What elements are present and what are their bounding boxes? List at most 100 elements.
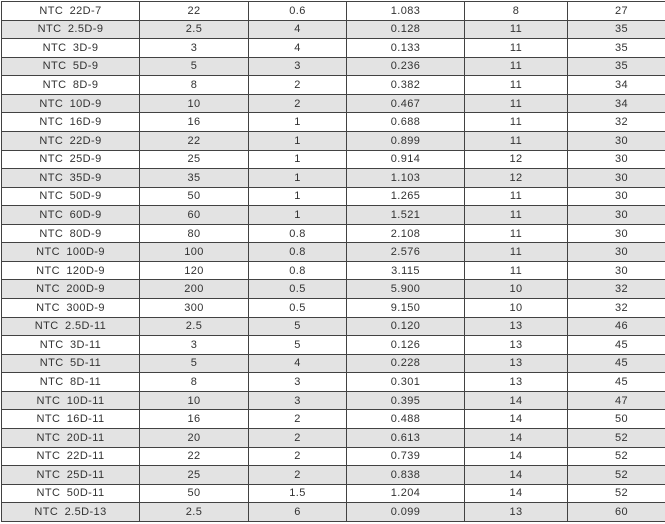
cell-value1: 22 [139,446,249,467]
cell-value1: 100 [139,242,249,262]
cell-value3: 0.613 [346,427,465,448]
cell-model: NTC 300D-9 [1,298,140,318]
cell-value1: 80 [139,223,249,244]
cell-value2: 5 [248,335,347,355]
cell-value5: 50 [567,409,665,429]
cell-value1: 2.5 [139,316,249,337]
cell-value3: 3.115 [346,260,465,281]
cell-value1: 10 [139,93,249,114]
cell-value2: 3 [248,390,347,411]
cell-model: NTC 50D-9 [1,186,140,207]
cell-value3: 0.236 [346,56,465,77]
cell-value5: 35 [567,38,665,58]
cell-value4: 11 [464,56,568,77]
cell-value5: 52 [567,427,665,448]
cell-value1: 16 [139,112,249,132]
cell-value1: 5 [139,56,249,77]
cell-value5: 30 [567,260,665,281]
cell-value4: 14 [464,446,568,467]
cell-model: NTC 22D-11 [1,446,140,467]
cell-model: NTC 10D-11 [1,390,140,411]
table-row: NTC 25D-11 25 2 0.838 14 52 [1,465,665,485]
cell-value1: 5 [139,353,249,374]
cell-value1: 16 [139,409,249,429]
cell-value5: 47 [567,390,665,411]
table-row: NTC 2.5D-11 2.5 5 0.120 13 46 [1,316,665,337]
table-row: NTC 5D-11 5 4 0.228 13 45 [1,353,665,374]
cell-value2: 3 [248,372,347,392]
cell-value4: 11 [464,112,568,132]
cell-model: NTC 35D-9 [1,168,140,188]
cell-value1: 10 [139,390,249,411]
cell-model: NTC 25D-11 [1,465,140,485]
cell-value3: 2.576 [346,242,465,262]
table-row: NTC 10D-9 10 2 0.467 11 34 [1,93,665,114]
table-row: NTC 5D-9 5 3 0.236 11 35 [1,56,665,77]
cell-value4: 14 [464,390,568,411]
cell-value2: 1 [248,205,347,225]
table-row: NTC 200D-9 200 0.5 5.900 10 32 [1,279,665,299]
cell-value3: 0.133 [346,38,465,58]
cell-value5: 45 [567,372,665,392]
cell-value1: 50 [139,186,249,207]
cell-value2: 1 [248,168,347,188]
cell-value2: 1 [248,130,347,151]
cell-value3: 0.688 [346,112,465,132]
cell-value1: 25 [139,465,249,485]
cell-model: NTC 2.5D-13 [1,502,140,522]
cell-value4: 13 [464,353,568,374]
cell-value4: 13 [464,335,568,355]
cell-value2: 4 [248,19,347,40]
cell-value4: 13 [464,316,568,337]
cell-model: NTC 5D-11 [1,353,140,374]
cell-value4: 11 [464,186,568,207]
cell-model: NTC 5D-9 [1,56,140,77]
cell-value2: 0.8 [248,223,347,244]
cell-value1: 50 [139,483,249,504]
cell-value5: 35 [567,19,665,40]
cell-value5: 34 [567,75,665,95]
cell-value5: 30 [567,223,665,244]
cell-value4: 14 [464,483,568,504]
cell-value5: 52 [567,483,665,504]
cell-value2: 4 [248,38,347,58]
cell-value1: 3 [139,335,249,355]
cell-value3: 0.301 [346,372,465,392]
table-row: NTC 22D-7 22 0.6 1.083 8 27 [1,1,665,21]
cell-value4: 10 [464,298,568,318]
cell-value4: 12 [464,149,568,170]
cell-model: NTC 20D-11 [1,427,140,448]
cell-value1: 25 [139,149,249,170]
cell-value2: 0.5 [248,298,347,318]
cell-value1: 2.5 [139,502,249,522]
cell-model: NTC 120D-9 [1,260,140,281]
cell-value5: 45 [567,353,665,374]
table-row: NTC 50D-9 50 1 1.265 11 30 [1,186,665,207]
cell-value3: 0.488 [346,409,465,429]
cell-value5: 32 [567,298,665,318]
cell-value2: 5 [248,316,347,337]
cell-model: NTC 50D-11 [1,483,140,504]
table-row: NTC 300D-9 300 0.5 9.150 10 32 [1,298,665,318]
cell-value2: 2 [248,409,347,429]
cell-value3: 0.120 [346,316,465,337]
cell-value3: 0.099 [346,502,465,522]
table-row: NTC 25D-9 25 1 0.914 12 30 [1,149,665,170]
cell-value3: 9.150 [346,298,465,318]
table-row: NTC 120D-9 120 0.8 3.115 11 30 [1,260,665,281]
cell-value4: 11 [464,223,568,244]
cell-value4: 12 [464,168,568,188]
cell-model: NTC 3D-11 [1,335,140,355]
table-row: NTC 50D-11 50 1.5 1.204 14 52 [1,483,665,504]
table-row: NTC 35D-9 35 1 1.103 12 30 [1,168,665,188]
cell-value1: 120 [139,260,249,281]
cell-value3: 0.126 [346,335,465,355]
cell-value5: 32 [567,279,665,299]
table-row: NTC 80D-9 80 0.8 2.108 11 30 [1,223,665,244]
cell-value4: 14 [464,409,568,429]
cell-value3: 1.204 [346,483,465,504]
cell-value3: 1.265 [346,186,465,207]
cell-model: NTC 2.5D-9 [1,19,140,40]
cell-value1: 300 [139,298,249,318]
